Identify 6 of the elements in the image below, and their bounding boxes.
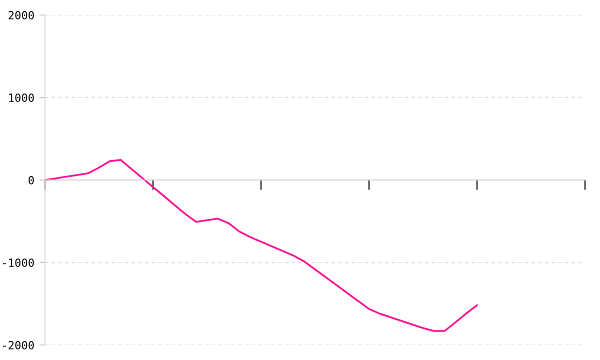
y-tick-label: 2000 [8,11,34,20]
y-tick-label: 1000 [9,94,34,102]
line-series [45,158,478,332]
y-tick-label: -1000 [3,258,34,267]
y-tick-label: 0 [28,176,34,184]
y-tick-label: -2000 [3,341,34,350]
